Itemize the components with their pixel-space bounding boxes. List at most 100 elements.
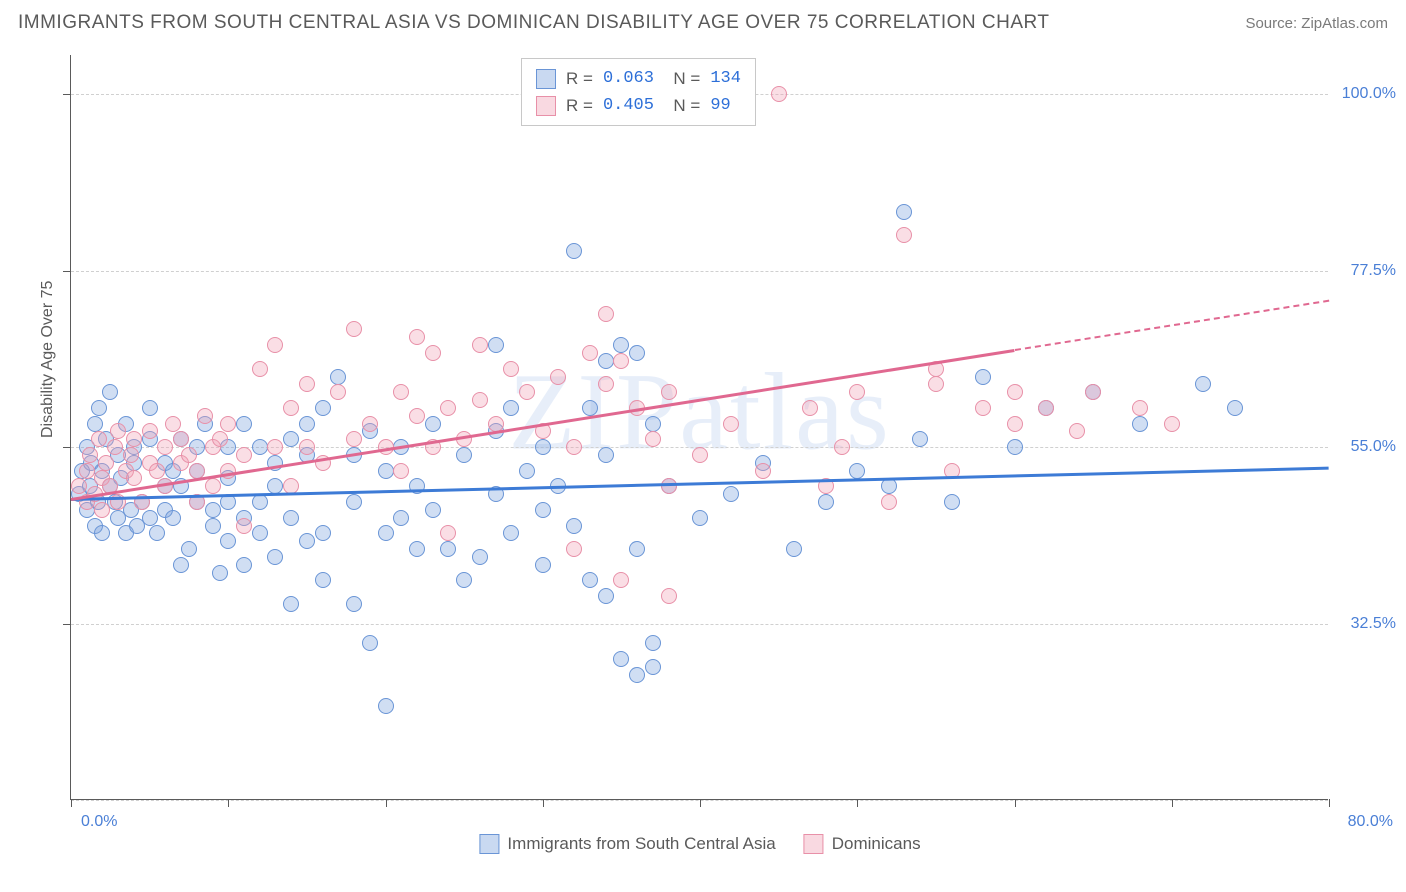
legend-swatch	[536, 96, 556, 116]
point-series-b	[346, 321, 362, 337]
plot-region: ZIPatlas R = 0.063 N = 134R = 0.405 N = …	[70, 55, 1328, 800]
point-series-a	[87, 416, 103, 432]
point-series-a	[346, 596, 362, 612]
chart-title: IMMIGRANTS FROM SOUTH CENTRAL ASIA VS DO…	[18, 12, 1049, 34]
point-series-b	[692, 447, 708, 463]
point-series-b	[149, 463, 165, 479]
point-series-a	[535, 439, 551, 455]
stats-legend: R = 0.063 N = 134R = 0.405 N = 99	[521, 58, 756, 126]
stat-r-label: R =	[566, 92, 593, 119]
point-series-b	[425, 345, 441, 361]
x-tick	[543, 799, 544, 807]
legend-item: Immigrants from South Central Asia	[479, 834, 775, 854]
gridline	[71, 624, 1328, 625]
point-series-b	[409, 329, 425, 345]
point-series-b	[362, 416, 378, 432]
point-series-a	[94, 525, 110, 541]
point-series-b	[1164, 416, 1180, 432]
x-tick	[700, 799, 701, 807]
point-series-a	[315, 400, 331, 416]
point-series-b	[645, 431, 661, 447]
point-series-a	[645, 635, 661, 651]
point-series-b	[205, 478, 221, 494]
point-series-a	[378, 698, 394, 714]
point-series-b	[126, 470, 142, 486]
point-series-a	[912, 431, 928, 447]
point-series-a	[723, 486, 739, 502]
point-series-a	[786, 541, 802, 557]
point-series-a	[149, 525, 165, 541]
point-series-b	[165, 416, 181, 432]
point-series-b	[212, 431, 228, 447]
point-series-a	[582, 400, 598, 416]
point-series-b	[393, 384, 409, 400]
x-tick	[71, 799, 72, 807]
point-series-a	[692, 510, 708, 526]
stats-row: R = 0.405 N = 99	[536, 92, 741, 119]
point-series-a	[535, 502, 551, 518]
legend-label: Immigrants from South Central Asia	[507, 834, 775, 854]
point-series-b	[79, 463, 95, 479]
point-series-a	[1132, 416, 1148, 432]
point-series-b	[82, 447, 98, 463]
point-series-b	[802, 400, 818, 416]
point-series-a	[1227, 400, 1243, 416]
stat-r-value: 0.405	[603, 92, 654, 119]
point-series-a	[283, 596, 299, 612]
point-series-b	[472, 337, 488, 353]
point-series-b	[598, 306, 614, 322]
point-series-b	[1132, 400, 1148, 416]
point-series-a	[299, 416, 315, 432]
x-tick	[857, 799, 858, 807]
x-tick-label-max: 80.0%	[1348, 813, 1393, 831]
point-series-a	[598, 447, 614, 463]
point-series-a	[142, 510, 158, 526]
point-series-b	[566, 439, 582, 455]
point-series-a	[102, 384, 118, 400]
point-series-b	[755, 463, 771, 479]
point-series-b	[98, 455, 114, 471]
point-series-a	[944, 494, 960, 510]
point-series-b	[236, 518, 252, 534]
trendline	[71, 467, 1329, 501]
point-series-b	[613, 572, 629, 588]
point-series-b	[283, 400, 299, 416]
point-series-b	[220, 416, 236, 432]
point-series-a	[440, 541, 456, 557]
point-series-a	[330, 369, 346, 385]
point-series-b	[896, 227, 912, 243]
point-series-a	[165, 510, 181, 526]
point-series-b	[91, 431, 107, 447]
point-series-a	[220, 533, 236, 549]
x-tick	[228, 799, 229, 807]
point-series-b	[157, 439, 173, 455]
point-series-a	[519, 463, 535, 479]
point-series-a	[315, 525, 331, 541]
legend-swatch	[536, 69, 556, 89]
point-series-a	[315, 572, 331, 588]
gridline	[71, 271, 1328, 272]
point-series-b	[550, 369, 566, 385]
stat-r-value: 0.063	[603, 65, 654, 92]
point-series-b	[142, 423, 158, 439]
chart-header: IMMIGRANTS FROM SOUTH CENTRAL ASIA VS DO…	[18, 12, 1388, 34]
point-series-b	[267, 439, 283, 455]
source-label: Source: ZipAtlas.com	[1245, 15, 1388, 32]
legend-swatch	[479, 834, 499, 854]
point-series-b	[1007, 384, 1023, 400]
y-tick-label: 77.5%	[1336, 262, 1396, 280]
point-series-a	[503, 400, 519, 416]
point-series-a	[252, 525, 268, 541]
legend-label: Dominicans	[832, 834, 921, 854]
legend-swatch	[804, 834, 824, 854]
point-series-a	[629, 345, 645, 361]
point-series-a	[236, 557, 252, 573]
point-series-a	[393, 510, 409, 526]
point-series-a	[566, 243, 582, 259]
y-tick-label: 100.0%	[1336, 85, 1396, 103]
point-series-a	[425, 502, 441, 518]
point-series-a	[252, 494, 268, 510]
point-series-a	[645, 659, 661, 675]
point-series-b	[519, 384, 535, 400]
point-series-a	[142, 400, 158, 416]
